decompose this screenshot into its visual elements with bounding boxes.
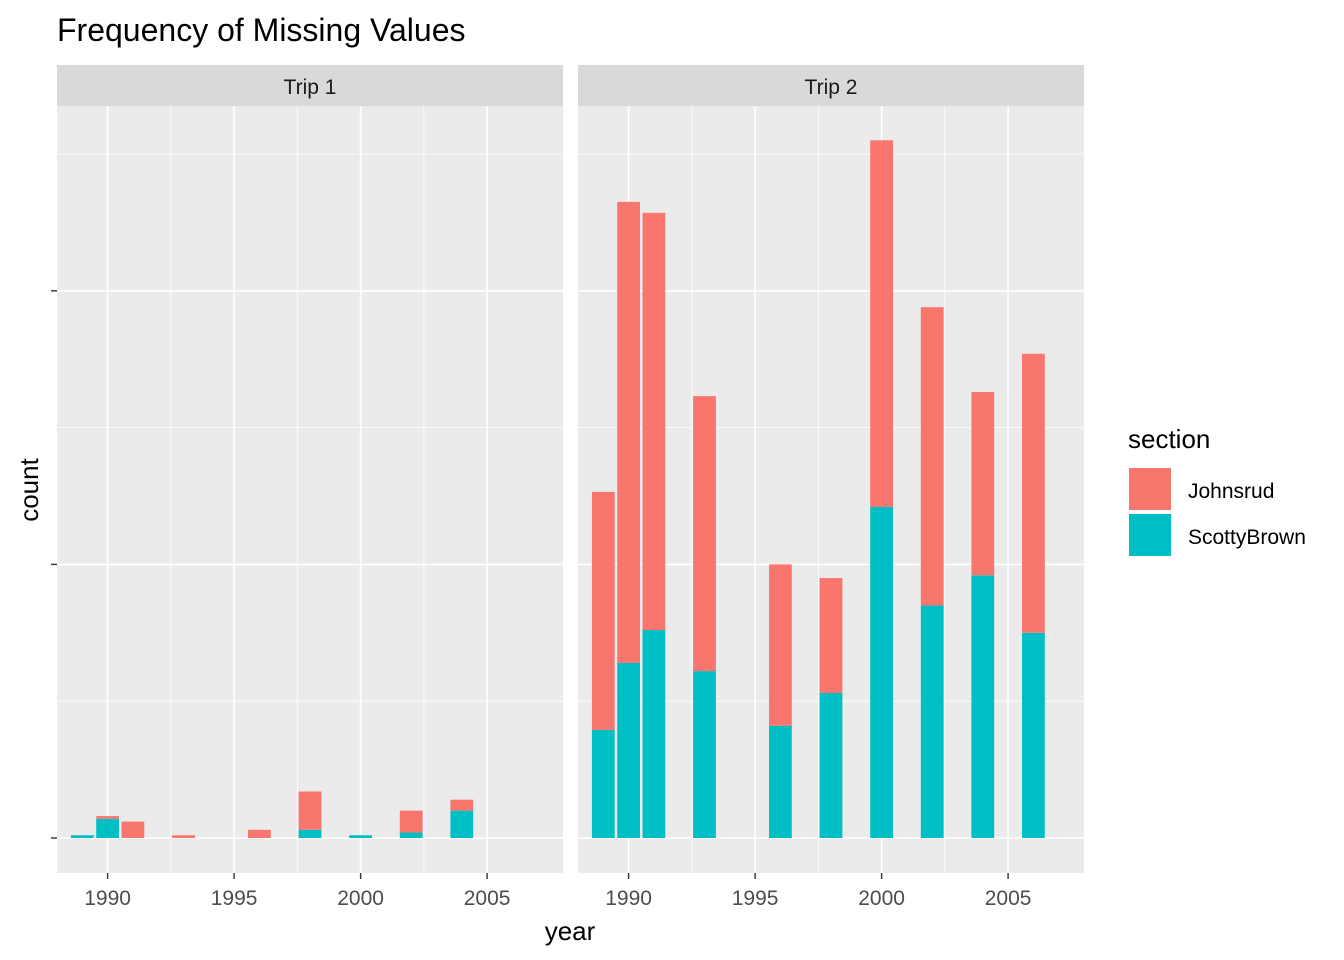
bar-scottybrown-1998 xyxy=(819,692,843,838)
chart-title: Frequency of Missing Values xyxy=(57,12,465,48)
bar-scottybrown-2006 xyxy=(1022,632,1045,838)
bar-johnsrud-1998 xyxy=(819,578,843,693)
bar-scottybrown-2002 xyxy=(399,832,423,838)
bar-johnsrud-2004 xyxy=(971,392,995,576)
bar-johnsrud-1998 xyxy=(298,791,322,830)
legend: section Johnsrud ScottyBrown xyxy=(1128,424,1306,556)
bar-scottybrown-2000 xyxy=(349,835,372,838)
bar-scottybrown-1993 xyxy=(693,671,716,838)
bar-johnsrud-2006 xyxy=(1022,353,1045,633)
bar-scottybrown-1990 xyxy=(96,818,119,838)
bar-johnsrud-1990 xyxy=(617,201,640,663)
bar-scottybrown-1996 xyxy=(769,725,792,838)
facet-strip-trip-2 xyxy=(578,65,1084,106)
bar-scottybrown-1989 xyxy=(591,729,615,838)
facet-panel-trip-2: Trip 2 xyxy=(578,65,1084,873)
x-axis-title: year xyxy=(545,916,596,946)
facet-label-trip-1: Trip 1 xyxy=(284,76,337,99)
bar-johnsrud-1993 xyxy=(693,396,716,672)
bar-scottybrown-1998 xyxy=(298,829,322,838)
legend-key-scottybrown xyxy=(1129,514,1171,556)
facet-label-trip-2: Trip 2 xyxy=(805,76,858,99)
plot-panel-trip-1 xyxy=(57,106,563,873)
bar-johnsrud-1989 xyxy=(591,491,615,730)
bar-johnsrud-1991 xyxy=(121,821,145,838)
bar-scottybrown-1991 xyxy=(642,630,666,838)
bar-johnsrud-1990 xyxy=(96,816,119,819)
legend-label-johnsrud: Johnsrud xyxy=(1188,480,1274,503)
bar-scottybrown-2004 xyxy=(971,575,995,838)
x-tick-label: 1995 xyxy=(732,887,779,910)
x-tick-label: 2005 xyxy=(985,887,1032,910)
legend-title: section xyxy=(1128,424,1210,454)
bar-johnsrud-2002 xyxy=(399,810,423,833)
x-tick-label: 1995 xyxy=(211,887,258,910)
facet-panel-trip-1: Trip 1 xyxy=(57,65,563,873)
legend-key-johnsrud xyxy=(1129,468,1171,510)
bar-scottybrown-2004 xyxy=(450,810,474,838)
y-axis-ticks xyxy=(51,290,57,839)
bar-scottybrown-1990 xyxy=(617,662,640,838)
bar-johnsrud-1991 xyxy=(642,212,666,631)
bar-johnsrud-1996 xyxy=(769,564,792,726)
bar-johnsrud-2002 xyxy=(920,307,944,606)
bar-scottybrown-2002 xyxy=(920,605,944,838)
x-tick-label: 1990 xyxy=(84,887,131,910)
x-tick-label: 2000 xyxy=(858,887,905,910)
bar-johnsrud-1996 xyxy=(248,829,271,838)
y-axis-title: count xyxy=(14,457,44,521)
facet-strip-trip-1 xyxy=(57,65,563,106)
bar-scottybrown-2000 xyxy=(870,506,893,838)
bar-scottybrown-1989 xyxy=(70,835,94,838)
x-tick-label: 2000 xyxy=(337,887,384,910)
x-tick-label: 2005 xyxy=(464,887,511,910)
legend-label-scottybrown: ScottyBrown xyxy=(1188,526,1306,549)
x-axis-ticks: 1990 1995 2000 2005 1990 1995 2000 2005 xyxy=(84,873,1031,910)
bar-johnsrud-2000 xyxy=(870,140,893,507)
bar-johnsrud-2004 xyxy=(450,799,474,811)
bar-johnsrud-1993 xyxy=(172,835,195,838)
x-tick-label: 1990 xyxy=(605,887,652,910)
